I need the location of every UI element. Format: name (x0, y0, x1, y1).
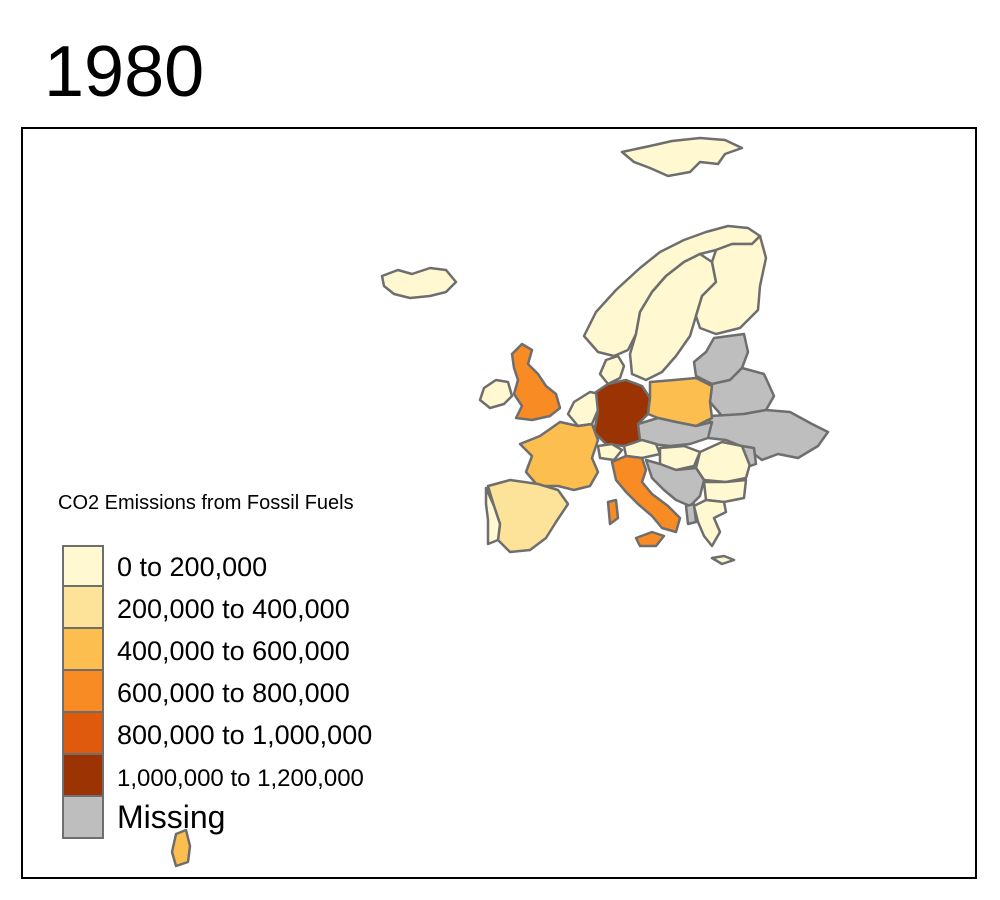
legend-label: 400,000 to 600,000 (117, 636, 350, 666)
legend-swatch (62, 545, 104, 587)
country-finland (694, 234, 768, 336)
legend-swatch (62, 795, 104, 839)
island-sardinia (606, 498, 620, 526)
legend-label: 0 to 200,000 (117, 552, 268, 582)
legend-label: 1,000,000 to 1,200,000 (117, 765, 364, 792)
island-sicily (634, 530, 666, 548)
country-yugoslavia (644, 458, 706, 508)
country-greece (692, 498, 728, 548)
country-benelux (566, 390, 602, 428)
map-frame (21, 127, 977, 879)
legend-label: Missing (117, 799, 226, 835)
country-ireland (478, 378, 514, 410)
country-iceland (380, 266, 458, 300)
country-portugal (484, 486, 502, 546)
legend-label: 800,000 to 1,000,000 (117, 720, 373, 750)
country-italy (610, 454, 682, 534)
legend-swatch (62, 753, 104, 797)
legend-title: CO2 Emissions from Fossil Fuels (58, 492, 354, 514)
country-spain (486, 478, 570, 554)
legend-label: 200,000 to 400,000 (117, 594, 350, 624)
map-title: 1980 (44, 32, 205, 112)
country-denmark (598, 354, 626, 386)
country-france (518, 420, 600, 492)
legend-label: 600,000 to 800,000 (117, 678, 350, 708)
legend-swatch (62, 585, 104, 629)
country-poland (646, 376, 714, 428)
legend-swatch (62, 669, 104, 713)
country-svalbard (620, 136, 744, 178)
island-crete (710, 554, 736, 566)
country-moldova (740, 444, 758, 468)
country-bulgaria (702, 478, 748, 504)
country-ukraine (706, 408, 830, 462)
island-canary (170, 828, 192, 868)
legend-swatch (62, 627, 104, 671)
country-belarus (708, 366, 776, 418)
country-uk (510, 342, 562, 422)
country-switzerland (596, 442, 624, 462)
legend-swatch (62, 711, 104, 755)
